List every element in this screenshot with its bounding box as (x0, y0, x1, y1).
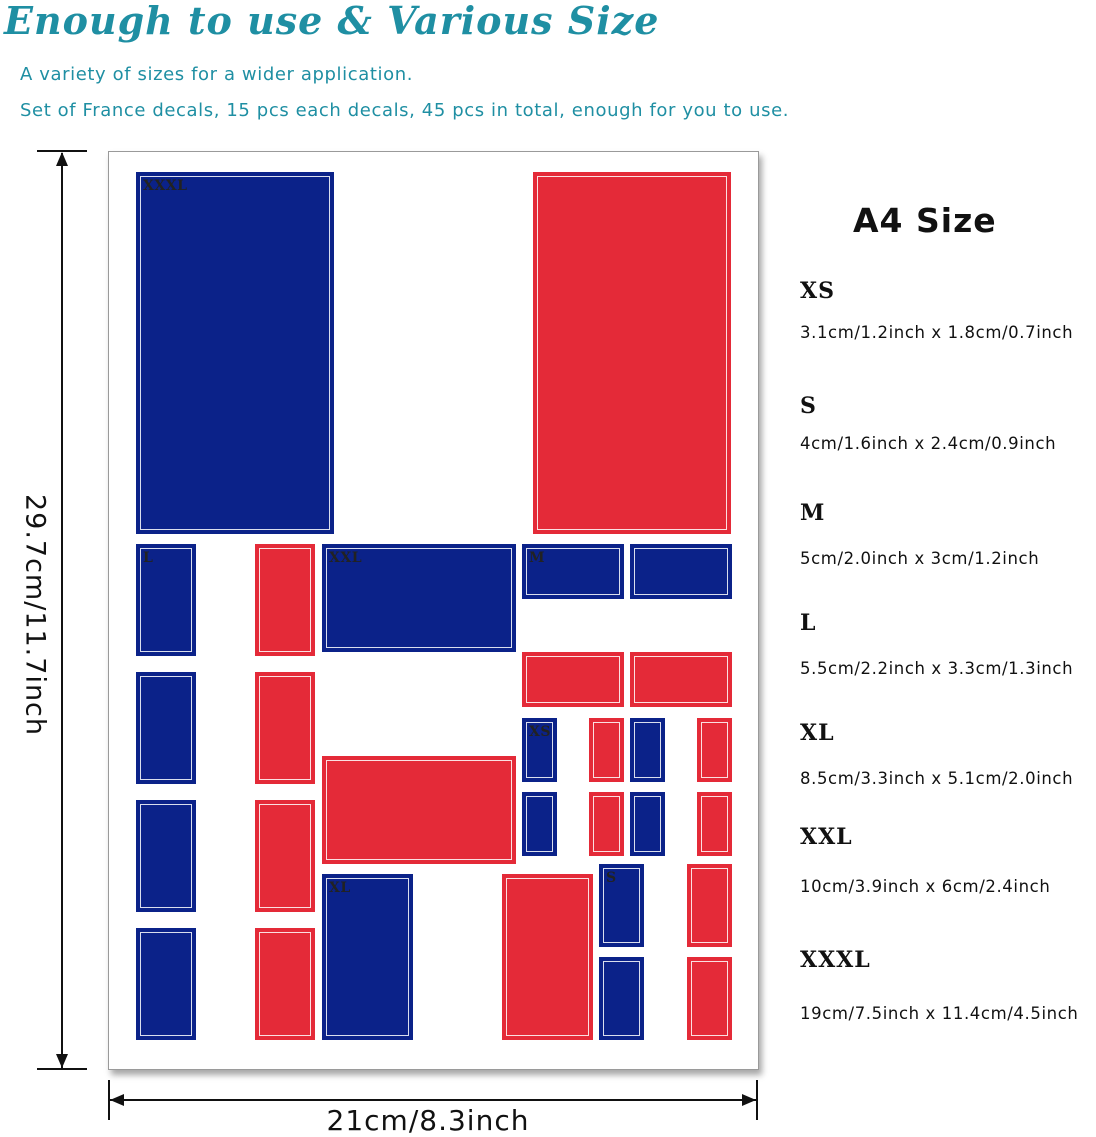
decal-xs-red (697, 792, 732, 856)
size-name-xxl: XXL (800, 824, 853, 850)
size-label-s: S (606, 870, 617, 886)
decal-l-red (255, 544, 315, 656)
size-dims-xs: 3.1cm/1.2inch x 1.8cm/0.7inch (800, 323, 1074, 342)
decal-s-blue (599, 957, 644, 1040)
decal-l-blue (136, 672, 196, 784)
arrow-left-icon (110, 1094, 124, 1106)
decal-xs-red (697, 718, 732, 782)
size-dims-xl: 8.5cm/3.3inch x 5.1cm/2.0inch (800, 769, 1074, 788)
size-name-xs: XS (800, 278, 835, 304)
size-chart-title: A4 Size (853, 201, 997, 240)
height-dimension-cap-top (37, 150, 87, 152)
decal-m-blue: M (522, 544, 624, 599)
decal-s-red (687, 864, 732, 947)
decal-xs-red (589, 792, 624, 856)
size-name-xxxl: XXXL (800, 947, 871, 973)
width-label: 21cm/8.3inch (326, 1104, 530, 1137)
decal-sheet: XXXL L XXL M XS XL S (108, 151, 759, 1070)
width-dimension-cap-right (756, 1080, 758, 1120)
decal-l-blue (136, 928, 196, 1040)
arrow-down-icon (56, 1054, 68, 1068)
decal-xxxl-red (533, 172, 731, 534)
decal-xxl-red (322, 756, 516, 864)
decal-s-blue: S (599, 864, 644, 947)
subtitle-set: Set of France decals, 15 pcs each decals… (20, 100, 790, 121)
decal-xs-blue: XS (522, 718, 557, 782)
height-dimension-line (61, 153, 63, 1068)
decal-m-blue (630, 544, 732, 599)
decal-xxxl-blue: XXXL (136, 172, 334, 534)
size-label-xxl: XXL (329, 550, 363, 566)
size-label-m: M (529, 550, 545, 566)
size-dims-xxl: 10cm/3.9inch x 6cm/2.4inch (800, 877, 1051, 896)
decal-xs-blue (630, 718, 665, 782)
size-label-xs: XS (529, 724, 551, 740)
decal-l-red (255, 800, 315, 912)
size-dims-xxxl: 19cm/7.5inch x 11.4cm/4.5inch (800, 1004, 1079, 1023)
page-title: Enough to use & Various Size (4, 0, 660, 43)
subtitle-variety: A variety of sizes for a wider applicati… (20, 64, 414, 85)
size-label-l: L (143, 550, 154, 566)
width-dimension-cap-left (108, 1080, 110, 1120)
decal-l-red (255, 928, 315, 1040)
size-name-s: S (800, 393, 817, 419)
decal-xs-blue (630, 792, 665, 856)
height-dimension-cap-bottom (37, 1068, 87, 1070)
size-dims-s: 4cm/1.6inch x 2.4cm/0.9inch (800, 434, 1057, 453)
size-name-m: M (800, 500, 826, 526)
arrow-right-icon (742, 1094, 756, 1106)
decal-l-red (255, 672, 315, 784)
decal-l-blue: L (136, 544, 196, 656)
size-dims-m: 5cm/2.0inch x 3cm/1.2inch (800, 549, 1040, 568)
size-dims-l: 5.5cm/2.2inch x 3.3cm/1.3inch (800, 659, 1074, 678)
size-name-xl: XL (800, 720, 835, 746)
decal-xxl-blue: XXL (322, 544, 516, 652)
decal-xs-red (589, 718, 624, 782)
size-name-l: L (800, 610, 817, 636)
width-dimension-line (109, 1099, 758, 1101)
decal-m-red (522, 652, 624, 707)
decal-xs-blue (522, 792, 557, 856)
decal-m-red (630, 652, 732, 707)
decal-l-blue (136, 800, 196, 912)
height-label: 29.7cm/11.7inch (19, 493, 51, 737)
decal-xl-red (502, 874, 593, 1040)
decal-xl-blue: XL (322, 874, 413, 1040)
size-label-xxxl: XXXL (143, 178, 188, 194)
arrow-up-icon (56, 152, 68, 166)
size-label-xl: XL (329, 880, 351, 896)
decal-s-red (687, 957, 732, 1040)
